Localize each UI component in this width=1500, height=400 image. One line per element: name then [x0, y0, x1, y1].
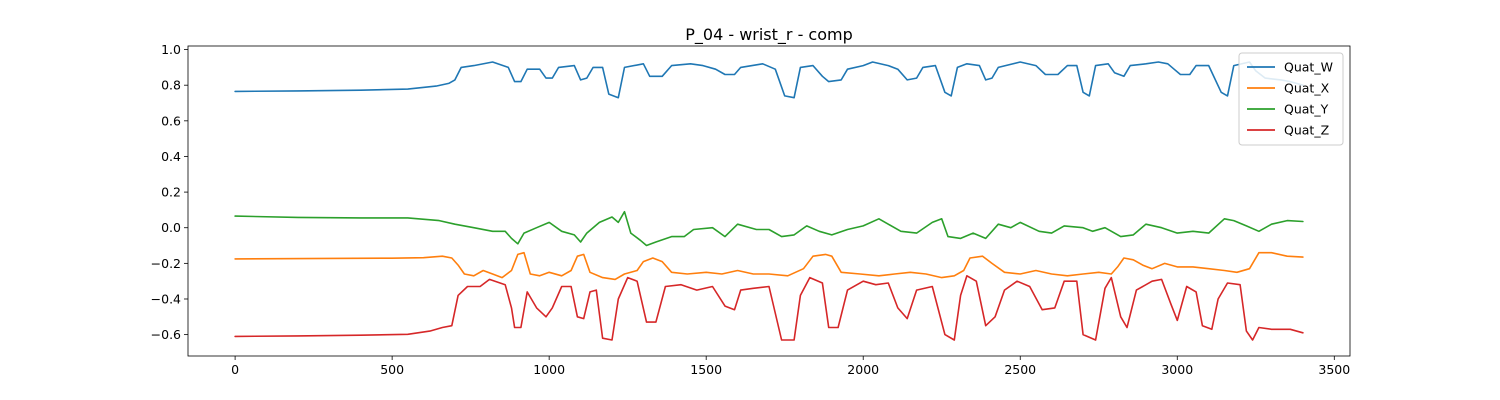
legend-label-quat-z: Quat_Z	[1284, 123, 1329, 138]
x-tick-label: 0	[231, 362, 239, 377]
x-tick-label: 3000	[1161, 362, 1193, 377]
legend-box	[1238, 52, 1344, 146]
y-tick-label: 0.4	[161, 149, 181, 164]
y-tick-label: 0.0	[161, 220, 181, 235]
x-tick-label: 2000	[847, 362, 879, 377]
series-line-quat-y	[234, 210, 1304, 247]
plot-frame	[187, 45, 1351, 357]
x-tick-label: 1000	[533, 362, 565, 377]
series-line-quat-z	[234, 275, 1304, 341]
legend-label-quat-w: Quat_W	[1284, 60, 1333, 75]
legend-label-quat-y: Quat_Y	[1284, 102, 1329, 117]
x-tick-label: 500	[380, 362, 404, 377]
axes-layer: 0 500 1000 1500 2000 2500 3000 3500 −0.6 −0.4 −0.2…	[151, 42, 1351, 377]
series-layer	[234, 61, 1304, 341]
x-tick-label: 1500	[690, 362, 722, 377]
x-tick-label: 3500	[1318, 362, 1350, 377]
y-tick-label: −0.2	[151, 256, 181, 271]
series-line-quat-x	[234, 251, 1304, 281]
y-tick-label: −0.6	[151, 327, 181, 342]
y-tick-label: 0.6	[161, 113, 181, 128]
chart-legend: Quat_W Quat_X Quat_Y Quat_Z	[1238, 52, 1344, 146]
y-tick-label: 1.0	[161, 42, 181, 57]
y-tick-label: 0.8	[161, 78, 181, 93]
y-tick-label: 0.2	[161, 185, 181, 200]
y-tick-label: −0.4	[151, 291, 181, 306]
chart-title: P_04 - wrist_r - comp	[685, 25, 853, 45]
series-line-quat-w	[234, 61, 1304, 99]
legend-label-quat-x: Quat_X	[1284, 81, 1330, 96]
x-tick-label: 2500	[1004, 362, 1036, 377]
